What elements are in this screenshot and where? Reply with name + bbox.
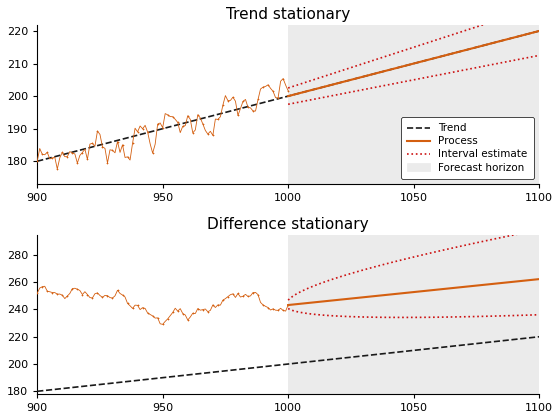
Title: Difference stationary: Difference stationary: [207, 217, 369, 232]
Bar: [288, 24, 539, 184]
Bar: [288, 234, 539, 394]
Legend: Trend, Process, Interval estimate, Forecast horizon: Trend, Process, Interval estimate, Forec…: [401, 117, 534, 179]
Title: Trend stationary: Trend stationary: [226, 7, 350, 22]
